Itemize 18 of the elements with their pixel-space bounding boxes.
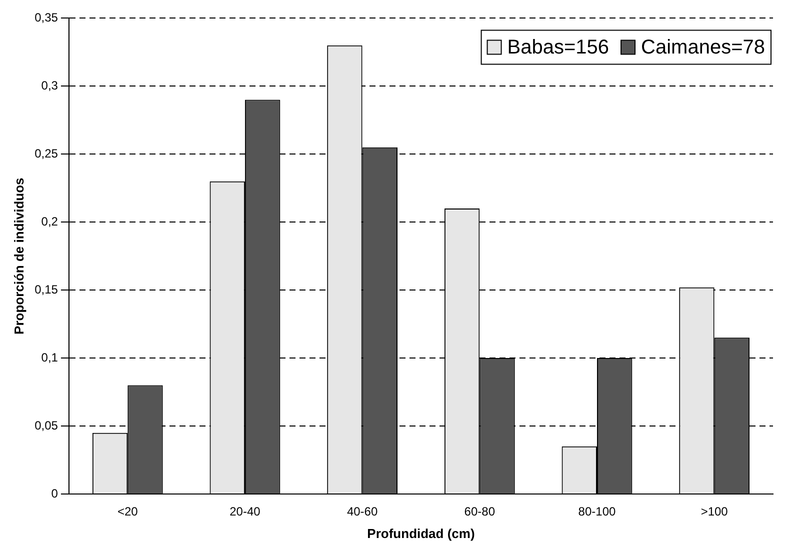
x-tick-label: 60-80 [464, 504, 496, 519]
y-axis-title: Proporción de individuos [11, 178, 26, 334]
x-tick-label: 20-40 [230, 504, 261, 519]
x-axis-title: Profundidad (cm) [367, 526, 475, 541]
legend-label: Caimanes=78 [641, 36, 766, 59]
y-tick-label: 0,35 [34, 10, 58, 25]
y-tick-label: 0,05 [34, 418, 58, 432]
y-tick-label: 0,3 [41, 78, 58, 92]
y-tick-label: 0 [51, 486, 58, 500]
x-tick-label: 80-100 [578, 504, 616, 519]
x-tick-label: 40-60 [346, 504, 378, 519]
y-tick-label: 0,25 [34, 146, 58, 160]
legend-label: Babas=156 [507, 36, 610, 59]
y-tick-label: 0,1 [41, 350, 58, 364]
x-tick-label: >100 [700, 504, 728, 519]
y-tick-label: 0,15 [34, 282, 58, 296]
y-tick-label: 0,2 [41, 214, 58, 228]
x-tick-label: <20 [117, 504, 138, 519]
